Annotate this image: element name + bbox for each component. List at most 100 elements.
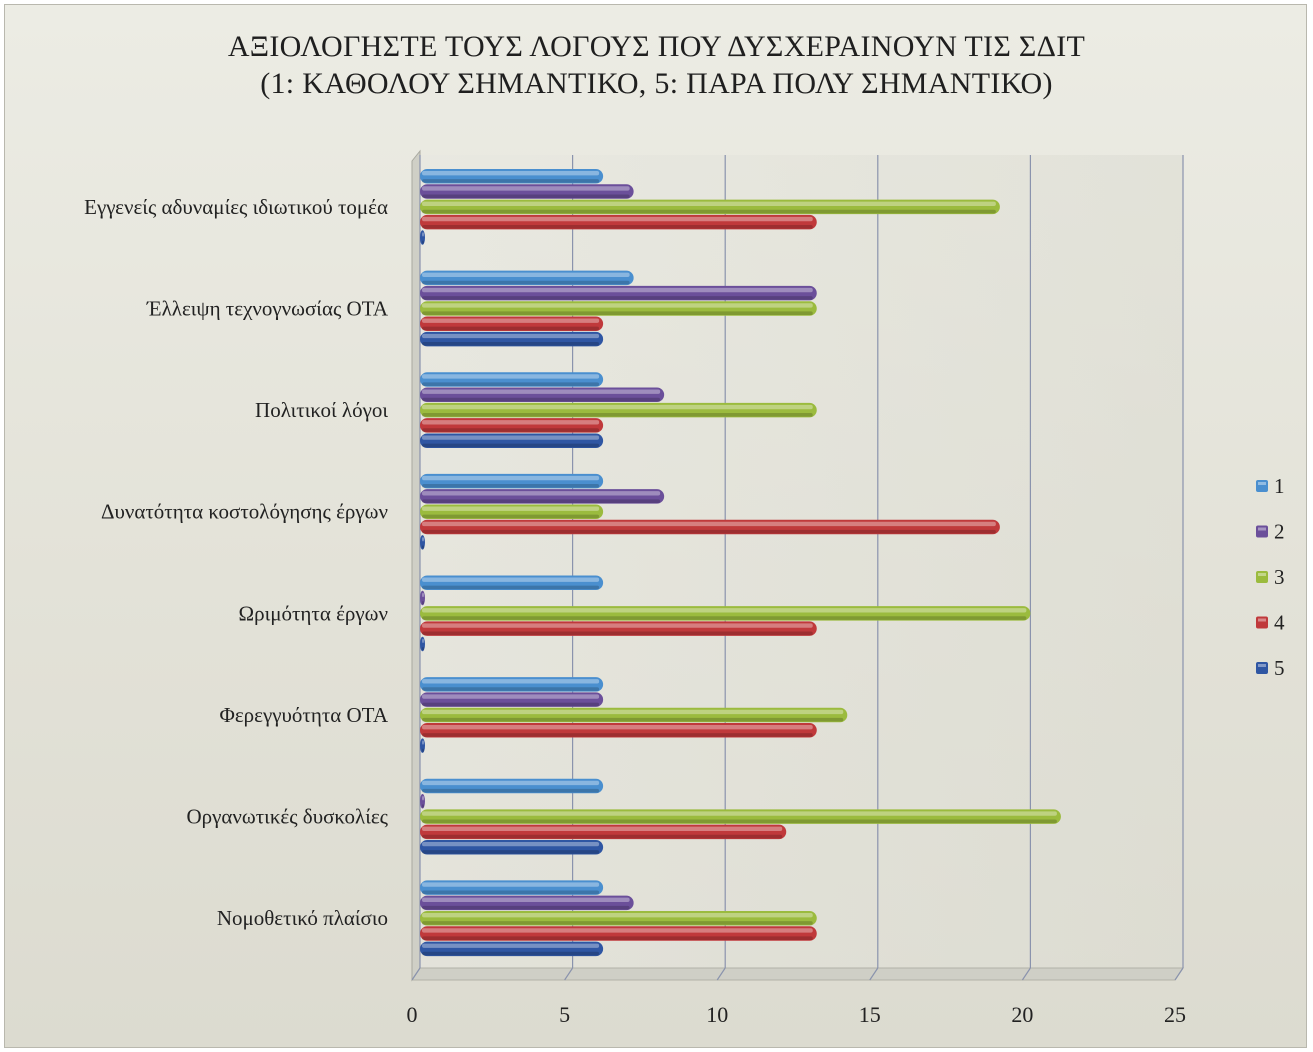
x-tick-label: 25 [1164, 1002, 1186, 1027]
bar-highlight [422, 201, 996, 206]
legend-label: 5 [1274, 656, 1285, 680]
bar-body [420, 199, 1000, 215]
bar-body [420, 778, 604, 794]
legend-swatch [1256, 525, 1268, 538]
bar [420, 575, 604, 590]
bar-body [420, 707, 848, 723]
bar-shade [422, 280, 630, 285]
bar-highlight [422, 897, 630, 903]
grid-line-floor [411, 967, 421, 981]
bar-body [420, 809, 1061, 824]
bar-highlight [422, 623, 813, 628]
bar-shade [422, 484, 600, 488]
category-label: Δυνατότητα κοστολόγησης έργων [101, 500, 388, 524]
bar [420, 910, 817, 926]
bar-shade [422, 225, 813, 229]
bar-highlight [422, 491, 661, 496]
bar-body [420, 926, 817, 941]
bar-series [420, 169, 1061, 957]
bar-highlight [422, 272, 630, 277]
category-label: Νομοθετικό πλαίσιο [217, 906, 388, 930]
bar [420, 184, 634, 199]
bar-highlight [422, 303, 813, 308]
bar-shade [422, 616, 1027, 620]
legend-item: 4 [1256, 611, 1285, 635]
bar [420, 230, 425, 245]
bar [420, 270, 634, 286]
bar-shade [422, 600, 424, 605]
bar [420, 824, 787, 840]
bar [420, 372, 604, 387]
bar-shade [422, 194, 630, 199]
category-label: Πολιτικοί λόγοι [255, 398, 388, 422]
category-label: Φερεγγυότητα ΟΤΑ [219, 703, 388, 727]
legend-swatch-highlight [1258, 482, 1266, 485]
bar-body [420, 230, 425, 245]
bar-body [420, 738, 425, 753]
bar-shade [422, 397, 661, 402]
bar [420, 214, 817, 230]
bar-highlight [422, 709, 844, 715]
x-tick-labels: 0 5 10 15 20 25 [407, 1002, 1187, 1027]
bar-highlight [422, 475, 600, 481]
bar-body [420, 402, 817, 418]
bar [420, 301, 817, 316]
bar [420, 473, 604, 489]
bar-body [420, 621, 817, 636]
bar-body [420, 387, 665, 403]
bar-shade [422, 936, 813, 941]
left-wall [411, 149, 421, 982]
bar [420, 489, 665, 504]
legend-swatch-highlight [1258, 618, 1266, 622]
bar-body [420, 418, 604, 433]
legend-label: 3 [1274, 565, 1285, 589]
category-labels: Εγγενείς αδυναμίες ιδιωτικού τομέα Έλλειψ… [84, 195, 389, 930]
bar [420, 880, 604, 895]
bar [420, 809, 1061, 824]
bar-body [420, 636, 425, 652]
legend-label: 4 [1274, 611, 1285, 635]
bar [420, 941, 604, 957]
bar-body [420, 489, 665, 504]
bar [420, 504, 604, 519]
plot-wall [420, 155, 1183, 968]
bar-body [420, 270, 634, 286]
bar-highlight [422, 216, 813, 222]
bar [420, 677, 604, 692]
bar-body [420, 824, 787, 840]
bar-highlight [422, 943, 600, 948]
bar-shade [422, 499, 661, 503]
grid-line-floor [1174, 967, 1184, 981]
bar [420, 590, 425, 606]
grid-line-floor [1021, 967, 1031, 981]
bar [420, 418, 604, 433]
bar-shade [422, 545, 424, 549]
bar-shade [422, 834, 783, 839]
bar-highlight [422, 506, 600, 511]
bar-shade [422, 819, 1057, 824]
bar-shade [422, 311, 813, 315]
bar-shade [422, 296, 813, 300]
legend-item: 3 [1256, 565, 1285, 589]
legend-swatch-highlight [1258, 664, 1266, 667]
bar-shade [422, 382, 600, 387]
bar-highlight [422, 287, 813, 293]
bar [420, 169, 604, 184]
bar-shade [422, 951, 600, 956]
x-tick-label: 20 [1011, 1002, 1033, 1027]
x-tick-label: 0 [407, 1002, 418, 1027]
bar-shade [422, 428, 600, 432]
legend-swatch [1256, 571, 1268, 583]
legend-item: 2 [1256, 520, 1285, 544]
bar-body [420, 504, 604, 519]
bar [420, 199, 1000, 215]
bar [420, 692, 604, 707]
bar-body [420, 535, 425, 550]
grid-line-floor [716, 967, 726, 981]
bar [420, 895, 634, 911]
bar [420, 285, 817, 301]
bar-body [420, 331, 604, 347]
bar-highlight [422, 186, 630, 191]
grid-line-floor [564, 967, 574, 981]
